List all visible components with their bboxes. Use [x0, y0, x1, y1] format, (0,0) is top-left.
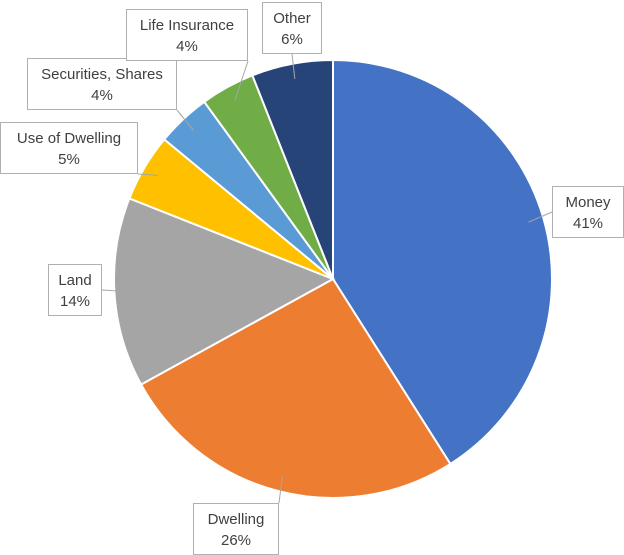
data-label-money: Money 41%	[552, 186, 624, 238]
category-name: Securities, Shares	[41, 66, 163, 83]
data-label-life-insurance: Life Insurance 4%	[126, 9, 248, 61]
callout-leaders	[101, 53, 553, 504]
category-name: Life Insurance	[140, 17, 234, 34]
callout-box	[552, 186, 624, 238]
callout-box	[262, 2, 322, 54]
data-label-securities-shares: Securities, Shares 4%	[27, 58, 177, 110]
percent-value: 5%	[58, 151, 80, 168]
pie-slice-other	[251, 58, 334, 280]
percent-value: 6%	[281, 31, 303, 48]
data-label-use-of-dwelling: Use of Dwelling 5%	[0, 122, 138, 174]
pie-slice-dwelling	[139, 277, 452, 499]
callout-box	[0, 122, 138, 174]
percent-value: 4%	[176, 38, 198, 55]
category-name: Money	[565, 194, 611, 211]
leader-line-use-of-dwelling	[137, 173, 158, 176]
percent-value: 14%	[60, 293, 90, 310]
category-name: Land	[58, 272, 91, 289]
category-name: Use of Dwelling	[17, 130, 121, 147]
category-name: Other	[273, 10, 311, 27]
percent-value: 41%	[573, 215, 603, 232]
leader-line-other	[291, 53, 296, 79]
category-name: Dwelling	[208, 511, 265, 528]
callout-box	[48, 264, 102, 316]
data-label-land: Land 14%	[48, 264, 102, 316]
leader-line-life-insurance	[234, 60, 249, 101]
callout-box	[193, 503, 279, 555]
pie-slice-land	[113, 197, 336, 386]
data-label-dwelling: Dwelling 26%	[193, 503, 279, 555]
data-label-other: Other 6%	[262, 2, 322, 54]
percent-value: 26%	[221, 532, 251, 549]
pie-slices	[113, 58, 553, 499]
callout-box	[27, 58, 177, 110]
pie-slice-money	[332, 58, 553, 466]
percent-value: 4%	[91, 87, 113, 104]
leader-line-securities-shares	[176, 109, 194, 131]
leader-line-land	[101, 289, 130, 293]
leader-line-dwelling	[278, 476, 283, 504]
leader-line-money	[528, 211, 553, 223]
callout-box	[126, 9, 248, 61]
